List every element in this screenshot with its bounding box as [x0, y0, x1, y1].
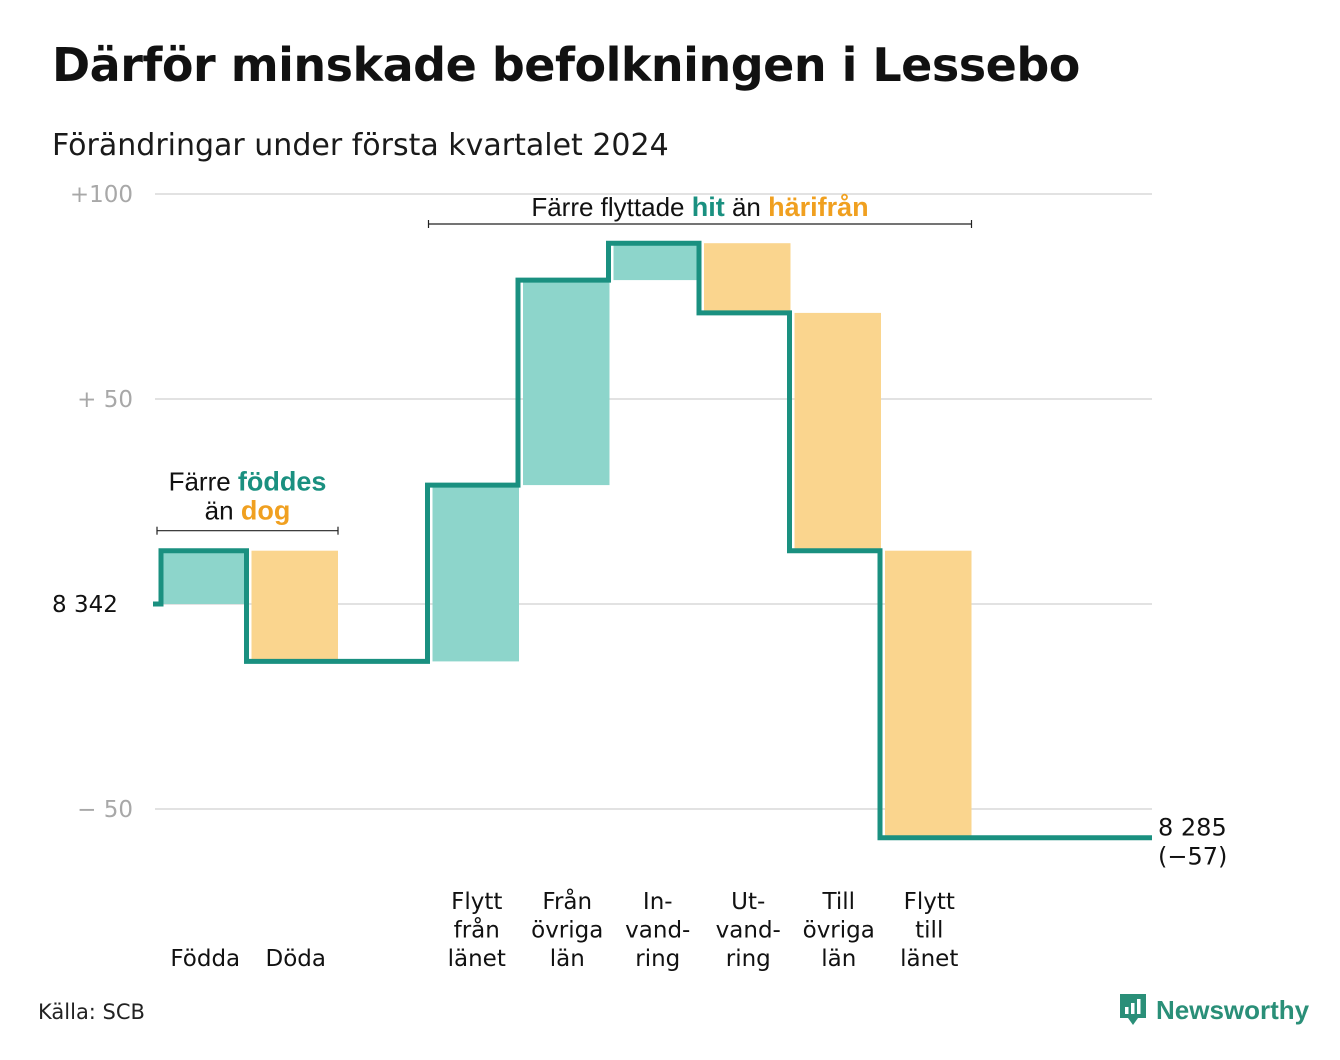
waterfall-bar: [704, 243, 791, 313]
chart-subtitle: Förändringar under första kvartalet 2024: [52, 128, 669, 163]
category-label: övriga: [803, 918, 875, 944]
annotation-text: Färre föddes: [169, 467, 327, 497]
brand-logo: Newsworthy: [1118, 992, 1309, 1028]
waterfall-bar: [432, 485, 519, 662]
waterfall-bar: [885, 550, 972, 838]
category-label: från: [454, 916, 500, 944]
waterfall-bar: [794, 312, 881, 551]
annotation-word: än: [725, 192, 768, 222]
end-value-label: 8 285: [1158, 814, 1227, 842]
annotation-highlight: föddes: [238, 467, 327, 497]
running-total-line: [153, 240, 1152, 841]
category-label: In-: [643, 889, 673, 915]
category-label: län: [550, 946, 585, 972]
source-note: Källa: SCB: [38, 1000, 145, 1024]
category-label: länet: [448, 946, 506, 972]
y-tick-label: + 50: [77, 387, 133, 413]
annotation-word: än: [205, 496, 241, 526]
category-label: vand-: [716, 918, 781, 944]
category-label: ring: [635, 946, 680, 972]
annotation-highlight: dog: [241, 496, 290, 526]
start-value-label: 8 342: [52, 592, 118, 618]
newsworthy-logo-icon: [1120, 994, 1146, 1025]
running-total-line: [153, 240, 1152, 841]
category-label: övriga: [531, 918, 603, 944]
category-label: länet: [900, 946, 958, 972]
y-tick-label: +100: [70, 182, 133, 208]
waterfall-bar: [161, 550, 248, 604]
category-label: till: [915, 918, 943, 944]
bars: [161, 243, 972, 838]
waterfall-bar: [523, 280, 610, 486]
category-label: Flytt: [451, 889, 502, 915]
category-label: Från: [542, 887, 592, 915]
category-label: Ut-: [731, 889, 765, 915]
category-label: län: [821, 946, 856, 972]
annotation-text: än dog: [205, 496, 291, 526]
annotation-text: Färre flyttade hit än härifrån: [531, 192, 868, 222]
annotation-highlight: hit: [692, 192, 725, 222]
brand-name: Newsworthy: [1156, 994, 1310, 1025]
annotation-word: Färre flyttade: [531, 192, 691, 222]
category-label: Till: [821, 889, 855, 915]
annotation-highlight: härifrån: [768, 192, 869, 222]
chart-title: Därför minskade befolkningen i Lessebo: [52, 38, 1080, 92]
gridlines: [155, 193, 1152, 810]
waterfall-bar: [613, 243, 700, 281]
annotation: Färre flyttade hit än härifrån: [427, 192, 973, 228]
category-label: Födda: [170, 946, 240, 972]
y-tick-label: − 50: [77, 797, 133, 823]
waterfall-bar: [251, 550, 338, 662]
category-label: ring: [726, 946, 771, 972]
annotation-word: Färre: [169, 467, 238, 497]
end-change-label: (−57): [1158, 843, 1227, 871]
category-label: Döda: [266, 946, 326, 972]
category-label: Flytt: [904, 889, 955, 915]
category-label: vand-: [625, 918, 690, 944]
